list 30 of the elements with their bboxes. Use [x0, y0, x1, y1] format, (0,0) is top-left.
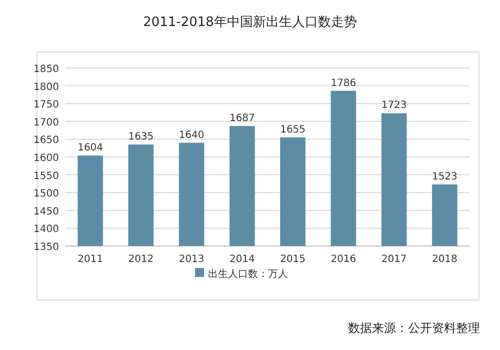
- y-tick-label: 1350: [34, 242, 59, 253]
- data-label: 1786: [330, 78, 356, 89]
- data-label: 1723: [381, 100, 407, 112]
- x-tick-label: 2011: [78, 254, 104, 265]
- data-label: 1523: [432, 171, 458, 182]
- legend: 出生人口数：万人: [195, 268, 288, 280]
- y-tick-label: 1400: [34, 224, 59, 236]
- y-tick-label: 1800: [34, 82, 59, 93]
- data-label: 1604: [78, 142, 104, 154]
- y-tick-label: 1600: [34, 153, 59, 164]
- data-label: 1640: [178, 130, 204, 141]
- data-label: 1635: [128, 132, 154, 143]
- x-tick-label: 2014: [229, 254, 255, 265]
- source-note: 数据来源：公开资料整理: [348, 321, 480, 335]
- y-tick-label: 1650: [34, 135, 59, 146]
- y-tick-label: 1450: [34, 206, 59, 218]
- x-tick-label: 2015: [280, 254, 306, 265]
- y-tick-label: 1500: [34, 188, 59, 200]
- x-tick-label: 2017: [381, 254, 407, 265]
- x-tick-label: 2016: [330, 254, 356, 265]
- y-tick-label: 1750: [34, 100, 59, 111]
- data-label: 1655: [280, 124, 306, 136]
- data-label: 1687: [229, 113, 255, 124]
- x-tick-label: 2013: [178, 254, 204, 265]
- y-tick-label: 1700: [34, 117, 59, 128]
- chart-title: 2011-2018年中国新出生人口数走势: [143, 15, 357, 30]
- y-tick-label: 1850: [34, 64, 59, 75]
- y-tick-label: 1550: [34, 170, 59, 182]
- x-tick-label: 2018: [432, 254, 458, 265]
- x-tick-label: 2012: [128, 254, 154, 265]
